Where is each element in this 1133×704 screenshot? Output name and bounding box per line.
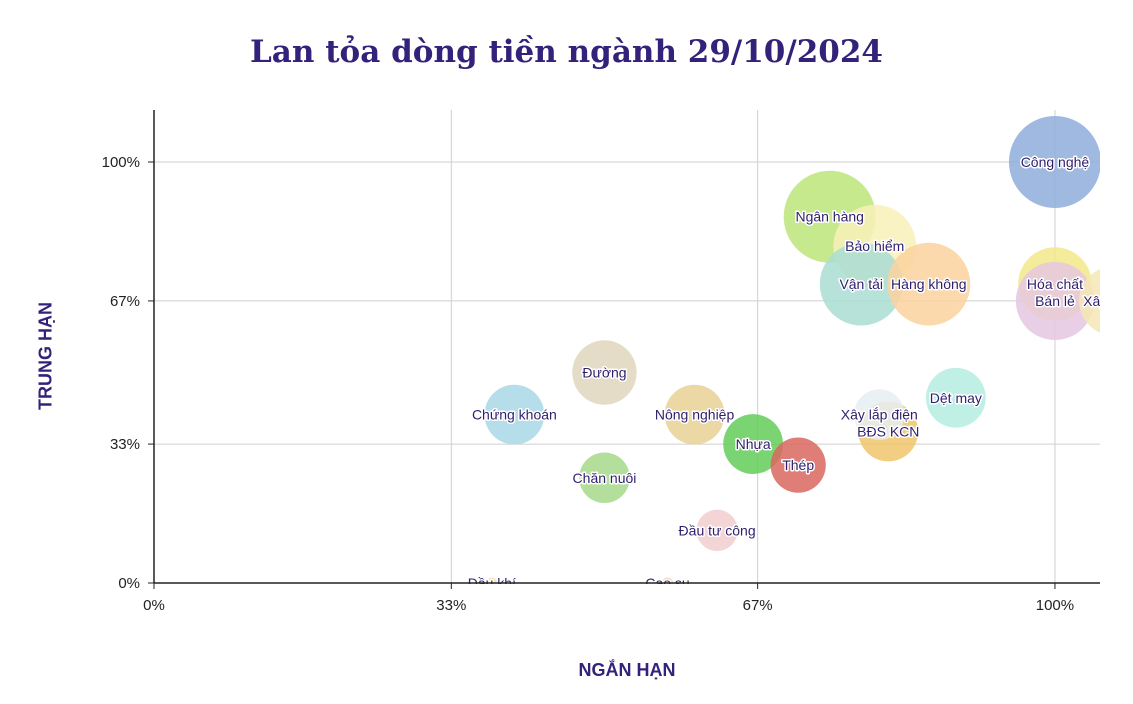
- bubble: [1015, 261, 1095, 341]
- bubble-label: BĐS KCN: [857, 423, 919, 439]
- x-tick-label: 67%: [743, 597, 773, 614]
- bubble: [1008, 116, 1100, 208]
- bubble: [696, 509, 738, 552]
- x-axis-label: NGẮN HẠN: [578, 660, 676, 680]
- y-tick-label: 67%: [110, 293, 140, 310]
- bubble: [819, 242, 903, 326]
- bubble: [925, 367, 986, 428]
- bubble-label: Cao su: [645, 575, 689, 591]
- bubble: [1079, 269, 1100, 333]
- bubble-label: Bảo hiểm: [845, 238, 904, 254]
- grid-lines: [154, 110, 1100, 583]
- y-tick-label: 0%: [118, 575, 140, 592]
- bubble-label: Xây dựng: [1083, 293, 1133, 309]
- bubble: [887, 242, 971, 326]
- bubble-label: Hàng không: [891, 276, 967, 292]
- bubble-label: Vận tải: [839, 276, 883, 292]
- y-tick-label: 100%: [102, 154, 140, 171]
- bubble-label: Thép: [782, 457, 814, 473]
- bubble-label: Đầu tư công: [679, 522, 756, 538]
- bubble-label: Công nghệ: [1021, 154, 1090, 170]
- x-tick-label: 33%: [436, 597, 466, 614]
- x-tick-label: 0%: [143, 597, 165, 614]
- bubble: [853, 389, 905, 440]
- bubble-label: Chăn nuôi: [573, 470, 637, 486]
- bubble-label: Bán lẻ: [1035, 293, 1075, 309]
- bubble: [723, 414, 784, 474]
- bubble-label: Đường: [582, 365, 626, 381]
- bubble-label: Hóa chất: [1027, 276, 1083, 292]
- bubble-label: Dệt may: [930, 390, 982, 406]
- bubble-label: Ngân hàng: [795, 209, 864, 225]
- bubble: [484, 384, 545, 445]
- bubble: [664, 384, 725, 445]
- bubble-label: Nông nghiệp: [655, 407, 735, 423]
- bubble-label: Xây lắp điện: [841, 407, 918, 423]
- bubble: [770, 437, 826, 493]
- y-tick-label: 33%: [110, 436, 140, 453]
- chart-title: Lan tỏa dòng tiền ngành 29/10/2024: [250, 34, 883, 70]
- bubble-label: Nhựa: [736, 436, 771, 452]
- bubble-label: Dầu khí: [468, 575, 516, 591]
- bubble: [579, 452, 630, 504]
- bubble: [572, 340, 637, 405]
- bubble-label: Chứng khoán: [472, 407, 557, 423]
- bubble-label-layer: Công nghệ Ngân hàng Bảo hiểm Vận tải Hàng kh…: [466, 153, 1133, 591]
- bubble-layer: [484, 116, 1100, 584]
- x-tick-label: 100%: [1036, 597, 1074, 614]
- axis-ticks: 0% 33% 67% 100% 0% 33% 67% 100%: [102, 154, 1075, 614]
